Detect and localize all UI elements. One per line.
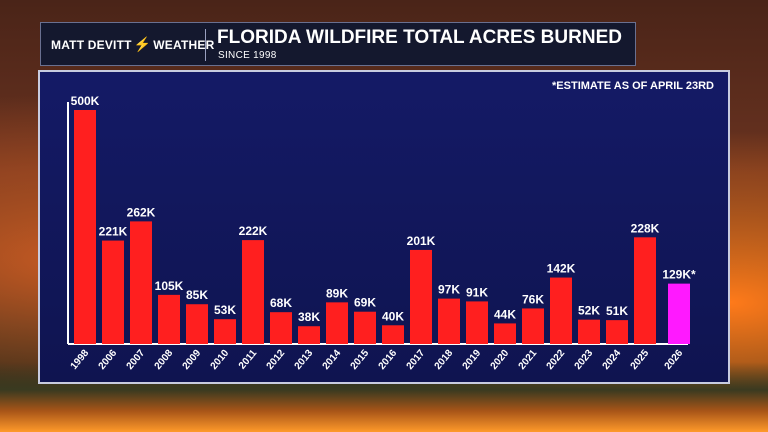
bar-value-label-2025: 228K	[631, 221, 660, 235]
x-tick-label-2019: 2019	[461, 348, 484, 372]
bar-value-label-2008: 105K	[155, 279, 184, 293]
x-tick-label-2011: 2011	[237, 348, 260, 372]
x-tick-label-2010: 2010	[209, 348, 232, 372]
bar-2007	[130, 221, 152, 344]
bar-2024	[606, 320, 628, 344]
bar-2010	[214, 319, 236, 344]
bar-2017	[410, 249, 432, 344]
bar-value-label-2007: 262K	[127, 205, 156, 219]
lightning-bolt-icon: ⚡	[133, 36, 152, 52]
bar-2013	[298, 326, 320, 344]
x-tick-label-2012: 2012	[265, 348, 288, 372]
bar-2022	[550, 277, 572, 344]
bar-2020	[494, 323, 516, 344]
bar-value-label-2012: 68K	[270, 296, 292, 310]
x-tick-label-1998: 1998	[69, 348, 92, 372]
bar-value-label-1998: 500K	[71, 94, 100, 108]
bar-value-label-2020: 44K	[494, 307, 516, 321]
x-tick-label-2025: 2025	[629, 348, 652, 372]
bar-2014	[326, 302, 348, 344]
bar-2015	[354, 311, 376, 344]
bar-2019	[466, 301, 488, 344]
bar-value-label-2009: 85K	[186, 288, 208, 302]
bar-chart: 500K 1998 221K 2006 262K 2007 105K 2008 85K 2009 5…	[67, 94, 696, 372]
x-tick-label-2016: 2016	[377, 348, 400, 372]
brand-suffix: WEATHER	[153, 38, 215, 52]
x-tick-label-2007: 2007	[125, 348, 148, 372]
bar-2006	[102, 240, 124, 344]
x-tick-label-2014: 2014	[321, 348, 344, 372]
x-tick-label-2008: 2008	[153, 348, 176, 372]
x-tick-label-2023: 2023	[573, 348, 596, 372]
bar-2009	[186, 304, 208, 344]
bar-value-label-2018: 97K	[438, 283, 460, 297]
x-tick-label-2022: 2022	[545, 348, 568, 372]
bar-estimate-2026	[668, 283, 690, 344]
bar-value-label-2014: 89K	[326, 286, 348, 300]
x-tick-label-2006: 2006	[97, 348, 120, 372]
brand-name: MATT DEVITT	[51, 38, 132, 52]
x-tick-label-2015: 2015	[349, 348, 372, 372]
bar-value-label-2010: 53K	[214, 303, 236, 317]
bar-value-label-2015: 69K	[354, 296, 376, 310]
bar-value-label-2011: 222K	[239, 224, 268, 238]
bar-2008	[158, 294, 180, 344]
bar-2018	[438, 298, 460, 344]
x-tick-label-2020: 2020	[489, 348, 512, 372]
bar-1998	[74, 110, 96, 344]
x-tick-label-2009: 2009	[181, 348, 204, 372]
x-tick-label-2013: 2013	[293, 348, 316, 372]
x-tick-label-2024: 2024	[601, 348, 624, 372]
bar-value-label-2022: 142K	[547, 262, 576, 276]
bar-value-label-2024: 51K	[606, 304, 628, 318]
bar-value-label-2006: 221K	[99, 225, 128, 239]
bar-2021	[522, 308, 544, 344]
banner-divider	[205, 29, 206, 61]
bar-value-label-2019: 91K	[466, 285, 488, 299]
x-tick-label-2026: 2026	[663, 348, 686, 372]
chart-subtitle: SINCE 1998	[218, 50, 277, 61]
x-tick-label-2021: 2021	[517, 348, 540, 372]
bar-2025	[634, 237, 656, 344]
bar-2023	[578, 319, 600, 344]
brand-logo: MATT DEVITT ⚡ WEATHER	[51, 36, 214, 53]
bar-2016	[382, 325, 404, 344]
title-banner: MATT DEVITT ⚡ WEATHER FLORIDA WILDFIRE TOT…	[40, 22, 636, 66]
bar-2012	[270, 312, 292, 344]
x-tick-label-2017: 2017	[405, 348, 428, 372]
x-tick-label-2018: 2018	[433, 348, 456, 372]
bar-value-label-2016: 40K	[382, 309, 404, 323]
bar-value-label-2026: 129K*	[662, 268, 696, 282]
bar-value-label-2023: 52K	[578, 304, 600, 318]
bar-value-label-2017: 201K	[407, 234, 436, 248]
estimate-note: *ESTIMATE AS OF APRIL 23RD	[552, 80, 714, 92]
chart-panel: *ESTIMATE AS OF APRIL 23RD 500K 1998 221K 2…	[38, 70, 730, 384]
chart-title: FLORIDA WILDFIRE TOTAL ACRES BURNED	[217, 27, 622, 48]
bar-value-label-2021: 76K	[522, 292, 544, 306]
bar-value-label-2013: 38K	[298, 310, 320, 324]
bar-2011	[242, 240, 264, 344]
